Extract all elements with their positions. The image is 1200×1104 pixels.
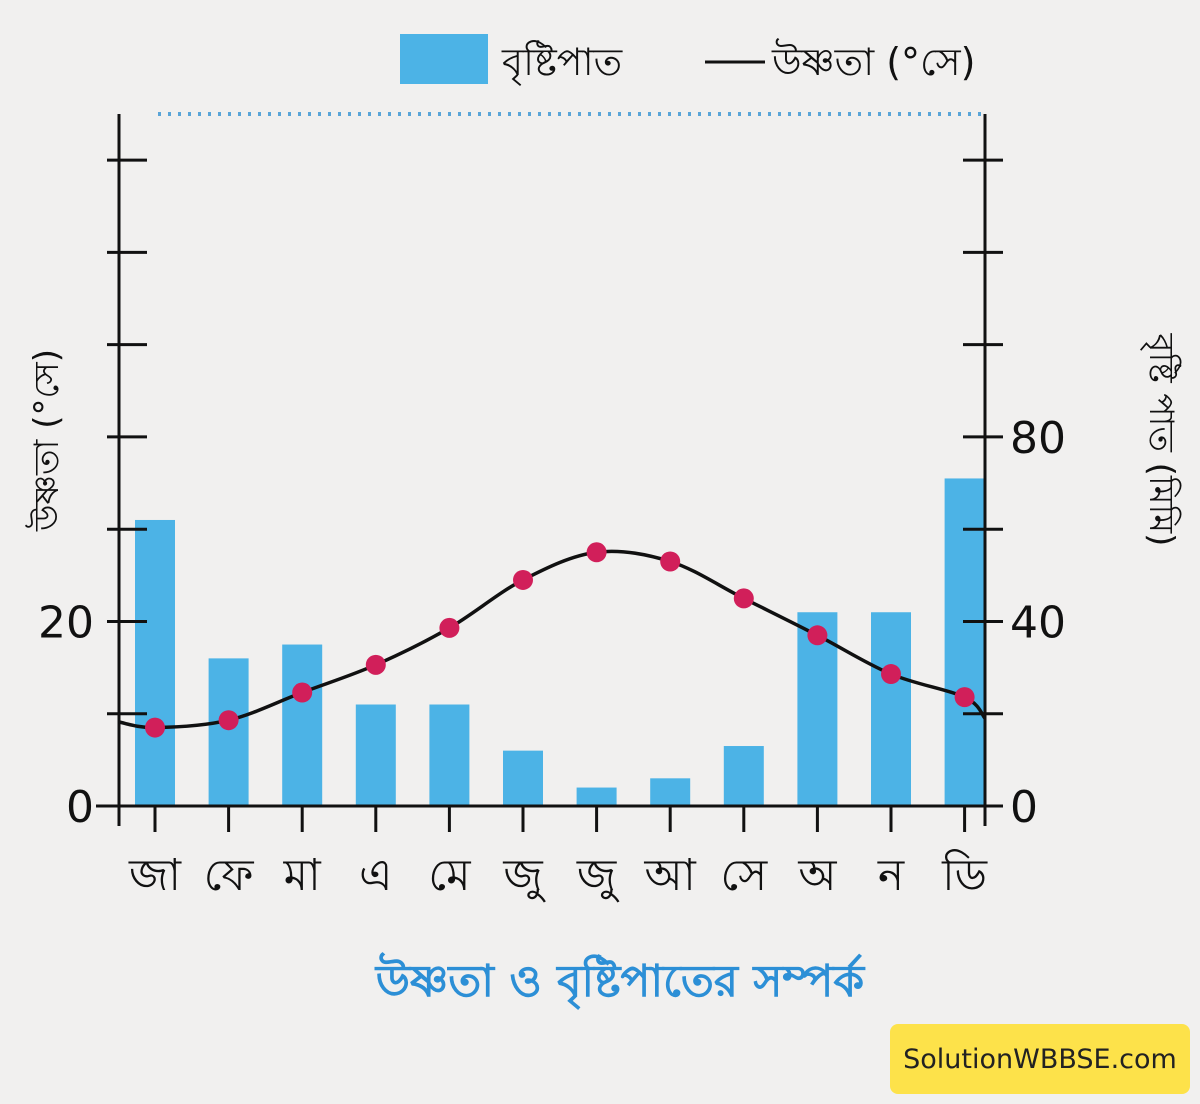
axes	[96, 114, 1003, 832]
right-tick-label: 80	[1010, 413, 1066, 464]
legend-rainfall-label: বৃষ্টিপাত	[501, 40, 623, 86]
temperature-point	[292, 682, 313, 703]
category-label: ফে	[204, 850, 255, 901]
category-label: জা	[128, 850, 182, 901]
temperature-point	[586, 542, 607, 563]
legend: বৃষ্টিপাত উষ্ণতা (°সে)	[400, 34, 975, 86]
right-tick-label: 40	[1010, 597, 1066, 648]
category-label: ন	[877, 850, 905, 901]
tick-labels: 0 20 0 40 80 জা ফে মা এ মে জু জু আ সে অ ন ডি	[38, 413, 1066, 902]
category-label: সে	[720, 850, 768, 901]
temperature-point	[439, 617, 460, 638]
temperature-line	[118, 549, 987, 730]
left-axis-title: উষ্ণতা (°সে)	[25, 349, 67, 532]
category-label: ডি	[941, 849, 988, 901]
temperature-point	[807, 625, 828, 646]
rainfall-bar	[282, 644, 323, 806]
temperature-point	[660, 551, 681, 572]
left-tick-label: 20	[38, 597, 94, 648]
category-label: জু	[502, 850, 546, 902]
rainfall-bar	[429, 704, 470, 806]
rainfall-bar	[871, 612, 911, 806]
temperature-point	[881, 664, 901, 685]
category-label: এ	[359, 850, 392, 901]
temperature-point	[145, 717, 165, 738]
temperature-point	[954, 687, 975, 708]
temperature-point	[513, 569, 533, 590]
rainfall-bar	[208, 658, 249, 806]
right-axis-title: বৃষ্টি পাত (মিমি)	[1140, 333, 1181, 547]
legend-temperature-label: উষ্ণতা (°সে)	[771, 38, 975, 84]
temperature-point	[218, 710, 239, 731]
rainfall-bar	[503, 750, 543, 806]
category-label: জু	[576, 850, 620, 902]
category-label: আ	[644, 850, 697, 901]
rainfall-bar	[576, 787, 617, 806]
rainfall-bar	[650, 778, 691, 806]
category-label: মে	[428, 850, 471, 901]
figure-caption: উষ্ণতা ও বৃষ্টিপাতের সম্পর্ক	[375, 956, 865, 1007]
category-label: মা	[283, 850, 322, 901]
temperature-line-layer	[118, 542, 987, 738]
left-tick-label: 0	[66, 782, 94, 833]
rainfall-bar	[135, 519, 175, 806]
legend-rainfall-swatch	[400, 34, 488, 84]
temperature-point	[733, 588, 754, 609]
temperature-point	[365, 654, 386, 675]
rainfall-bars	[135, 478, 985, 806]
rainfall-bar	[723, 746, 764, 806]
right-tick-label: 0	[1010, 782, 1038, 833]
rainfall-bar	[944, 478, 985, 806]
watermark-badge[interactable]: SolutionWBBSE.com	[890, 1024, 1190, 1094]
category-label: অ	[797, 850, 837, 901]
rainfall-bar	[355, 704, 396, 806]
